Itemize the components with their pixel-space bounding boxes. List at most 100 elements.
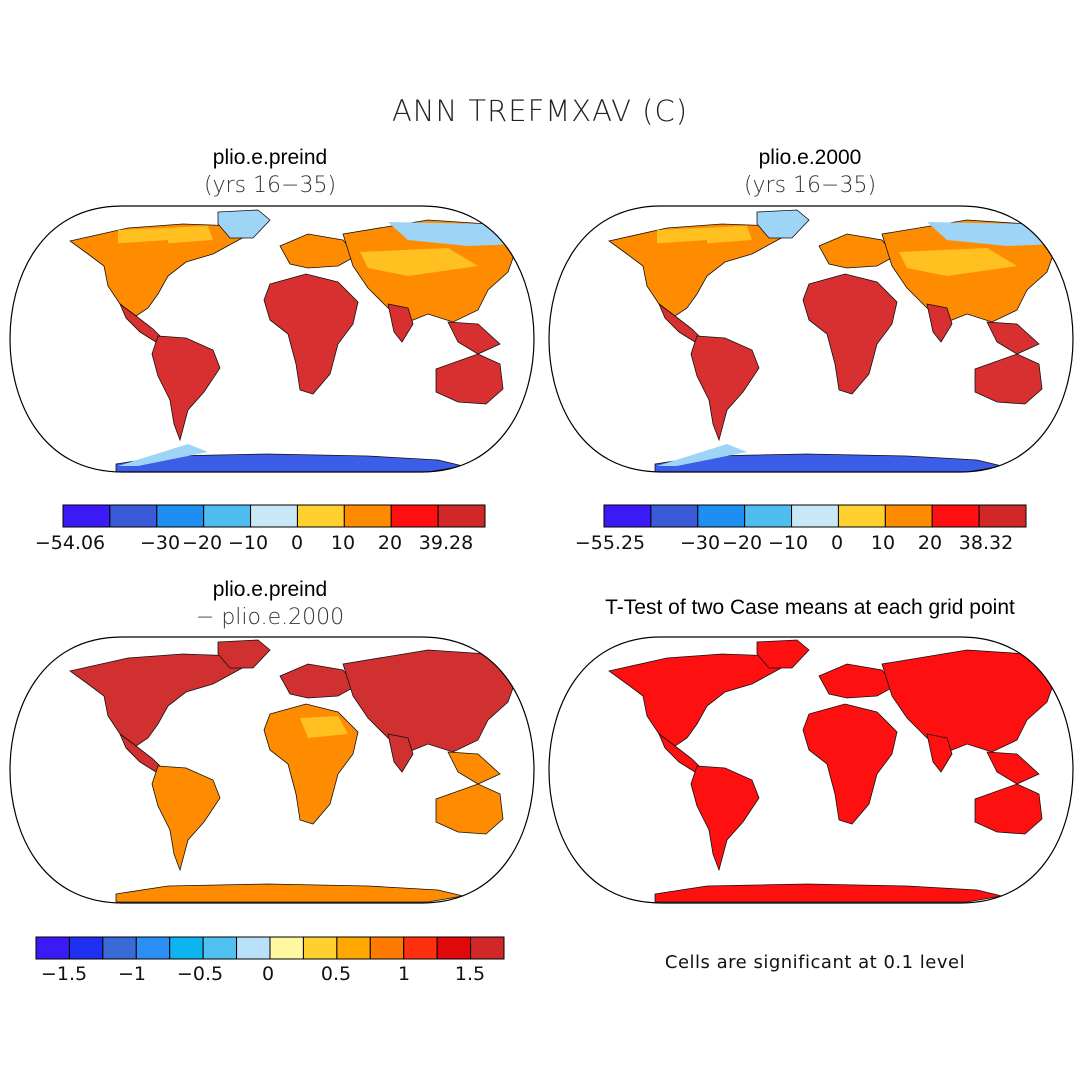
landmass-greenland <box>217 639 271 669</box>
panel-4-title: T-Test of two Case means at each grid po… <box>605 596 1015 619</box>
colorbar-swatch <box>650 504 699 528</box>
map-panel-4-content <box>548 636 1074 904</box>
landmass-southAmerica <box>151 765 221 872</box>
colorbar-panel-3 <box>35 936 505 960</box>
map-frame <box>9 205 535 473</box>
landmass-seAsia <box>986 751 1040 785</box>
landmass-antarctica <box>115 453 464 472</box>
landmass-europe <box>279 663 357 699</box>
landmass-southAmerica <box>690 765 760 872</box>
colorbar-tick-label: −55.25 <box>574 532 646 554</box>
map-frame <box>548 205 1074 473</box>
colorbar-tick-label: 1.5 <box>454 963 486 985</box>
landmass-europe <box>818 663 896 699</box>
colorbar-tick-label: 38.32 <box>958 532 1014 554</box>
colorbar-swatch <box>269 936 304 960</box>
landmass-australia <box>974 353 1043 405</box>
panel-3-title: plio.e.preind <box>212 578 328 601</box>
map-panel-4 <box>548 636 1074 904</box>
landmass-australia <box>974 783 1043 835</box>
colorbar-tick-label: −20 <box>181 532 223 554</box>
warm-band-canada <box>657 226 752 244</box>
landmass-india <box>926 303 953 343</box>
colorbar-tick-label: −1 <box>117 963 147 985</box>
landmass-asia <box>881 649 1058 753</box>
colorbar-tick-label: −30 <box>679 532 721 554</box>
colorbar-swatch <box>436 936 472 960</box>
landmass-southAmerica <box>690 335 760 442</box>
landmass-northAmerica <box>69 653 247 747</box>
landmass-europe <box>279 233 357 269</box>
cool-band-siberia <box>388 222 518 246</box>
panel-1-subtitle: (yrs 16−35) <box>203 173 337 198</box>
colorbar-swatch <box>296 504 345 528</box>
colorbar-tick-label: −10 <box>767 532 809 554</box>
colorbar-swatch <box>931 504 980 528</box>
colorbar-swatch <box>135 936 171 960</box>
cool-edge-antarctica <box>118 444 208 466</box>
map-panel-1 <box>9 205 535 473</box>
colorbar-panel-1-labels: −54.06 −30 −20 −10 0 10 20 39.28 <box>0 532 540 558</box>
colorbar-swatch <box>978 504 1027 528</box>
colorbar-swatch <box>884 504 933 528</box>
colorbar-swatch <box>744 504 793 528</box>
figure-title: ANN TREFMXAV (C) <box>391 94 689 128</box>
landmass-seAsia <box>447 321 501 355</box>
map-panel-3-content <box>9 636 535 904</box>
panel-2-title: plio.e.2000 <box>758 146 862 169</box>
colorbar-tick-label: −20 <box>721 532 763 554</box>
colorbar-tick-label: 10 <box>330 532 356 554</box>
landmass-australia <box>435 783 504 835</box>
landmass-africa <box>263 273 359 395</box>
landmass-greenland <box>756 209 810 239</box>
colorbar-swatch <box>302 936 338 960</box>
warm-band-central-asia <box>360 248 478 276</box>
colorbar-swatch <box>250 504 298 528</box>
colorbar-swatch <box>470 936 505 960</box>
colorbar-swatch <box>102 936 137 960</box>
map-panel-3 <box>9 636 535 904</box>
landmass-greenland <box>217 209 271 239</box>
colorbar-swatch <box>236 936 271 960</box>
colorbar-panel-2-labels: −55.25 −30 −20 −10 0 10 20 38.32 <box>540 532 1080 558</box>
landmass-europe <box>818 233 896 269</box>
landmass-asia <box>342 649 519 753</box>
landmass-africa <box>802 273 898 395</box>
colorbar-swatch <box>403 936 438 960</box>
colorbar-tick-label: 39.28 <box>418 532 474 554</box>
colorbar-swatch <box>837 504 886 528</box>
colorbar-tick-label: −10 <box>227 532 269 554</box>
colorbar-swatch <box>203 504 252 528</box>
colorbar-swatch <box>109 504 158 528</box>
colorbar-tick-label: −54.06 <box>34 532 106 554</box>
colorbar-swatch <box>437 504 486 528</box>
panel-2-subtitle: (yrs 16−35) <box>743 173 877 198</box>
panel-1-title: plio.e.preind <box>212 146 328 169</box>
landmass-antarctica <box>115 883 464 903</box>
landmass-india <box>387 303 414 343</box>
map-panel-1-content <box>9 205 535 473</box>
colorbar-swatch <box>369 936 405 960</box>
warm-band-canada <box>118 226 213 244</box>
map-frame <box>9 636 535 904</box>
colorbar-tick-label: 0.5 <box>320 963 352 985</box>
landmass-greenland <box>756 639 810 669</box>
colorbar-swatch <box>62 504 111 528</box>
colorbar-swatch <box>68 936 104 960</box>
colorbar-swatch <box>343 504 392 528</box>
map-frame <box>548 636 1074 904</box>
landmass-seAsia <box>986 321 1040 355</box>
colorbar-tick-label: 20 <box>917 532 943 554</box>
colorbar-swatch <box>156 504 205 528</box>
colorbar-swatch <box>603 504 652 528</box>
cool-band-siberia <box>927 222 1057 246</box>
orange-band-usa <box>647 240 707 266</box>
landmass-seAsia <box>447 751 501 785</box>
colorbar-panel-2 <box>603 504 1027 528</box>
orange-band-usa <box>108 240 168 266</box>
colorbar-tick-label: 0 <box>290 532 304 554</box>
colorbar-panel-1 <box>62 504 486 528</box>
landmass-southAmerica <box>151 335 221 442</box>
landmass-antarctica <box>654 883 1003 903</box>
colorbar-swatch <box>390 504 439 528</box>
